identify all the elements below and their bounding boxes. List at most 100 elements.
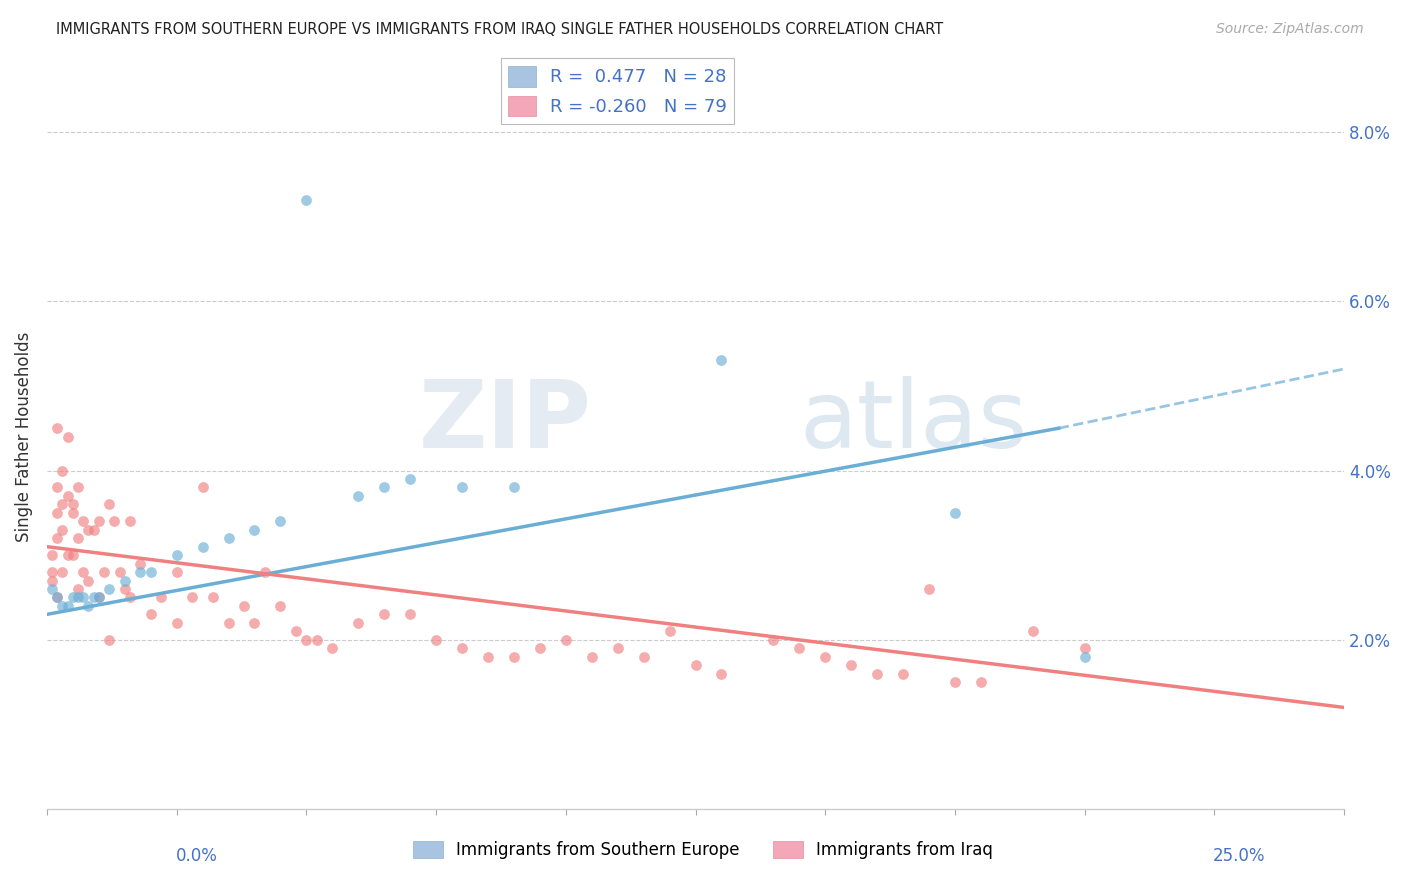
Point xyxy=(41,565,63,579)
Point xyxy=(943,506,966,520)
Point xyxy=(529,641,551,656)
Point xyxy=(41,582,63,596)
Point xyxy=(46,591,69,605)
Point xyxy=(72,591,94,605)
Point xyxy=(1073,649,1095,664)
Point xyxy=(477,649,499,664)
Point xyxy=(253,565,276,579)
Point xyxy=(129,565,152,579)
Point xyxy=(373,480,395,494)
Point xyxy=(98,582,121,596)
Point xyxy=(866,666,889,681)
Point xyxy=(451,480,474,494)
Point xyxy=(62,506,84,520)
Point xyxy=(46,591,69,605)
Point xyxy=(66,480,89,494)
Point xyxy=(166,548,188,562)
Point xyxy=(51,599,73,613)
Point xyxy=(321,641,343,656)
Point xyxy=(218,615,240,630)
Point xyxy=(51,523,73,537)
Point xyxy=(51,565,73,579)
Point xyxy=(787,641,810,656)
Text: Source: ZipAtlas.com: Source: ZipAtlas.com xyxy=(1216,22,1364,37)
Point xyxy=(139,565,162,579)
Point xyxy=(451,641,474,656)
Text: atlas: atlas xyxy=(799,376,1028,467)
Point xyxy=(66,582,89,596)
Point xyxy=(347,615,370,630)
Y-axis label: Single Father Households: Single Father Households xyxy=(15,332,32,541)
Point xyxy=(1073,641,1095,656)
Point xyxy=(269,514,291,528)
Point xyxy=(72,514,94,528)
Point xyxy=(166,615,188,630)
Point xyxy=(295,632,318,647)
Point xyxy=(918,582,941,596)
Point xyxy=(943,675,966,690)
Point xyxy=(108,565,131,579)
Point xyxy=(710,353,733,368)
Point xyxy=(891,666,914,681)
Text: IMMIGRANTS FROM SOUTHERN EUROPE VS IMMIGRANTS FROM IRAQ SINGLE FATHER HOUSEHOLDS: IMMIGRANTS FROM SOUTHERN EUROPE VS IMMIG… xyxy=(56,22,943,37)
Point xyxy=(62,591,84,605)
Point xyxy=(243,615,266,630)
Text: 25.0%: 25.0% xyxy=(1213,847,1265,865)
Point xyxy=(77,523,100,537)
Point xyxy=(295,193,318,207)
Point xyxy=(56,430,79,444)
Point xyxy=(51,463,73,477)
Point xyxy=(66,591,89,605)
Point xyxy=(103,514,125,528)
Point xyxy=(114,574,136,588)
Point xyxy=(166,565,188,579)
Point xyxy=(77,574,100,588)
Point xyxy=(114,582,136,596)
Point xyxy=(41,574,63,588)
Point xyxy=(554,632,576,647)
Point xyxy=(83,523,105,537)
Point xyxy=(46,480,69,494)
Point xyxy=(503,480,526,494)
Point xyxy=(87,591,110,605)
Point xyxy=(62,497,84,511)
Point xyxy=(399,607,422,622)
Legend: Immigrants from Southern Europe, Immigrants from Iraq: Immigrants from Southern Europe, Immigra… xyxy=(406,834,1000,866)
Point xyxy=(839,658,862,673)
Point xyxy=(399,472,422,486)
Point xyxy=(191,540,214,554)
Point xyxy=(87,591,110,605)
Point xyxy=(347,489,370,503)
Point xyxy=(56,548,79,562)
Point xyxy=(710,666,733,681)
Point xyxy=(46,506,69,520)
Point xyxy=(181,591,204,605)
Point xyxy=(56,489,79,503)
Point xyxy=(118,514,141,528)
Point xyxy=(72,565,94,579)
Point xyxy=(814,649,837,664)
Point xyxy=(658,624,681,639)
Point xyxy=(56,599,79,613)
Point xyxy=(305,632,328,647)
Point xyxy=(139,607,162,622)
Point xyxy=(970,675,993,690)
Point xyxy=(633,649,655,664)
Point xyxy=(269,599,291,613)
Point xyxy=(51,497,73,511)
Point xyxy=(191,480,214,494)
Point xyxy=(1022,624,1045,639)
Point xyxy=(425,632,447,647)
Point xyxy=(118,591,141,605)
Point xyxy=(87,514,110,528)
Point xyxy=(150,591,173,605)
Point xyxy=(581,649,603,664)
Point xyxy=(503,649,526,664)
Point xyxy=(218,531,240,545)
Text: ZIP: ZIP xyxy=(419,376,592,467)
Point xyxy=(83,591,105,605)
Point xyxy=(685,658,707,673)
Point xyxy=(243,523,266,537)
Point xyxy=(284,624,307,639)
Point xyxy=(41,548,63,562)
